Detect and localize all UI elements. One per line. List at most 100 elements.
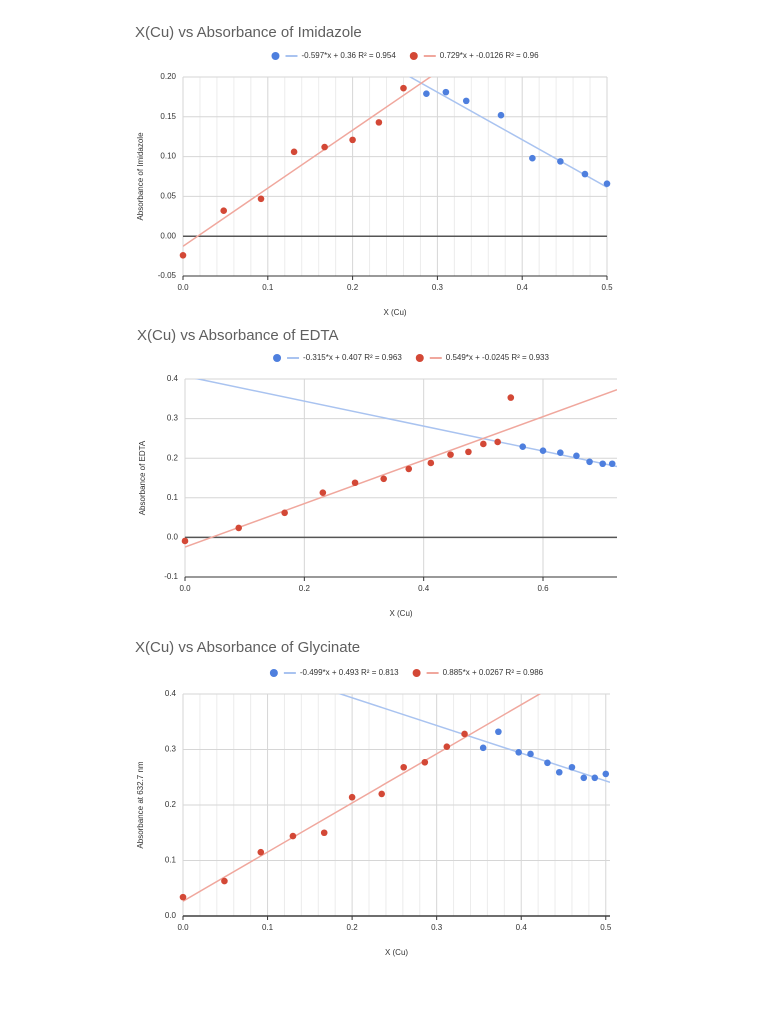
data-point: [349, 136, 356, 144]
x-tick-label: 0.5: [601, 283, 613, 292]
x-tick-label: 0.1: [262, 283, 274, 292]
legend-marker: [269, 669, 278, 677]
chart-title: X(Cu) vs Absorbance of EDTA: [137, 327, 338, 344]
data-point: [181, 537, 189, 545]
data-point: [544, 759, 551, 767]
data-point: [461, 730, 468, 738]
data-point: [515, 748, 522, 756]
data-point: [442, 88, 450, 96]
x-tick-label: 0.3: [431, 923, 443, 932]
y-tick-label: 0.0: [165, 911, 177, 920]
data-point: [257, 848, 265, 856]
data-point: [221, 877, 228, 885]
y-axis-label: Absorbance of Imidazole: [136, 132, 145, 221]
y-tick-label: 0.3: [167, 414, 179, 423]
x-tick-label: 0.5: [600, 923, 612, 932]
data-point: [380, 475, 387, 483]
trendline: [194, 379, 617, 468]
data-point: [320, 829, 328, 837]
x-tick-label: 0.0: [177, 923, 189, 932]
legend-label: 0.885*x + 0.0267 R² = 0.986: [443, 668, 544, 677]
data-point: [405, 465, 413, 473]
trendline: [338, 694, 610, 783]
data-point: [529, 154, 536, 162]
x-tick-label: 0.0: [179, 584, 191, 593]
data-point: [235, 524, 243, 532]
y-tick-label: 0.1: [165, 856, 177, 865]
data-point: [462, 97, 470, 105]
legend-label: 0.729*x + -0.0126 R² = 0.96: [440, 51, 539, 60]
y-axis-label: Absorbance of EDTA: [138, 440, 147, 515]
legend: -0.499*x + 0.493 R² = 0.813 0.885*x + 0.0…: [269, 668, 544, 677]
y-tick-label: 0.15: [160, 112, 176, 121]
y-tick-label: 0.0: [167, 533, 179, 542]
legend-label: -0.315*x + 0.407 R² = 0.963: [303, 353, 402, 362]
chart: X(Cu) vs Absorbance of Glycinate 0.0 0.1 0.…: [135, 639, 612, 957]
y-axis-label: Absorbance at 632.7 nm: [136, 761, 145, 849]
data-point: [527, 750, 534, 758]
legend-label: -0.597*x + 0.36 R² = 0.954: [301, 51, 396, 60]
data-point: [519, 443, 527, 451]
legend-marker: [409, 52, 418, 60]
data-point: [179, 893, 187, 901]
y-tick-label: 0.4: [165, 689, 177, 698]
x-axis-label: X (Cu): [385, 948, 408, 957]
data-point: [427, 459, 435, 467]
data-point: [568, 763, 576, 771]
x-tick-label: 0.2: [347, 283, 359, 292]
data-point: [321, 143, 328, 151]
y-tick-label: 0.20: [160, 72, 176, 81]
data-point: [348, 793, 356, 801]
data-point: [555, 768, 563, 776]
data-point: [257, 195, 265, 203]
data-point: [220, 207, 228, 215]
y-tick-label: -0.05: [158, 271, 177, 280]
y-tick-label: 0.10: [160, 152, 176, 161]
data-point: [480, 440, 487, 448]
legend-label: -0.499*x + 0.493 R² = 0.813: [300, 668, 399, 677]
x-tick-label: 0.4: [517, 283, 529, 292]
data-point: [281, 509, 288, 517]
data-point: [351, 479, 359, 487]
x-axis-label: X (Cu): [383, 308, 406, 317]
data-point: [573, 452, 580, 460]
trendline: [185, 388, 617, 548]
trendline: [183, 694, 542, 902]
x-tick-label: 0.4: [516, 923, 528, 932]
data-point: [375, 119, 383, 126]
data-point: [494, 438, 501, 446]
chart-title: X(Cu) vs Absorbance of Imidazole: [135, 24, 362, 41]
y-tick-label: 0.4: [167, 374, 179, 383]
x-tick-label: 0.1: [262, 923, 274, 932]
y-tick-label: 0.1: [167, 493, 179, 502]
data-point: [465, 448, 472, 456]
data-point: [495, 728, 502, 736]
data-point: [603, 180, 611, 187]
data-point: [497, 111, 505, 119]
data-point: [289, 832, 297, 840]
data-point: [378, 790, 386, 798]
data-point: [421, 758, 429, 766]
trendline: [408, 77, 607, 188]
x-tick-label: 0.2: [347, 923, 359, 932]
data-point: [591, 774, 599, 782]
chart: X(Cu) vs Absorbance of EDTA 0.0 0.2 0.4 0.6 -…: [137, 327, 617, 618]
legend-marker: [415, 354, 424, 362]
data-point: [290, 148, 298, 156]
data-point: [443, 743, 451, 751]
legend: -0.315*x + 0.407 R² = 0.963 0.549*x + -0.…: [273, 353, 550, 362]
x-tick-label: 0.0: [177, 283, 189, 292]
y-tick-label: 0.05: [160, 192, 176, 201]
data-point: [581, 170, 589, 178]
legend: -0.597*x + 0.36 R² = 0.954 0.729*x + -0.0…: [271, 51, 539, 60]
x-tick-label: 0.4: [418, 584, 430, 593]
legend-label: 0.549*x + -0.0245 R² = 0.933: [446, 353, 550, 362]
data-point: [319, 489, 327, 496]
trendline: [183, 77, 432, 247]
chart: X(Cu) vs Absorbance of Imidazole 0.0 0.1 0.…: [135, 24, 613, 317]
y-tick-label: 0.00: [160, 231, 176, 240]
chart-title: X(Cu) vs Absorbance of Glycinate: [135, 639, 360, 656]
legend-marker: [412, 669, 421, 677]
data-point: [599, 460, 606, 468]
